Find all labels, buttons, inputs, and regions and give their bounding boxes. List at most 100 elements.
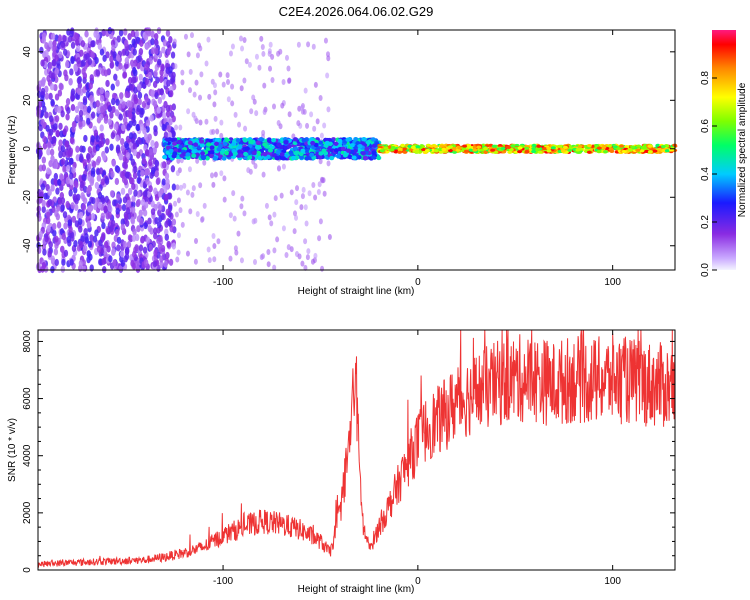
heatmap-cell xyxy=(156,106,161,114)
heatmap-cell xyxy=(96,155,102,164)
x-tick-label: -100 xyxy=(213,576,233,587)
heatmap-cell xyxy=(115,207,120,215)
heatmap-cell xyxy=(100,212,106,220)
heatmap-cell xyxy=(62,128,67,136)
heatmap-cell xyxy=(60,40,66,49)
heatmap-cell xyxy=(56,221,62,229)
heatmap-cell xyxy=(44,235,49,243)
heatmap-cell xyxy=(138,48,144,56)
heatmap-cell xyxy=(281,78,286,85)
heatmap-cell xyxy=(188,87,193,94)
heatmap-cell xyxy=(68,78,73,86)
heatmap-cell xyxy=(220,148,226,153)
heatmap-cell xyxy=(46,217,51,225)
heatmap-cell xyxy=(107,211,112,219)
heatmap-cell xyxy=(441,147,447,151)
heatmap-cell xyxy=(132,119,137,127)
heatmap-cell xyxy=(40,265,45,273)
heatmap-cell xyxy=(508,147,514,152)
heatmap-cell xyxy=(353,136,359,142)
heatmap-cell xyxy=(113,122,119,131)
spectrogram-x-label: Height of straight line (km) xyxy=(298,286,415,297)
snr-panel: 0 2000 4000 6000 8000 -100 0 100 Height of str… xyxy=(7,329,676,595)
heatmap-cell xyxy=(78,225,83,233)
heatmap-cell xyxy=(357,144,363,149)
heatmap-cell xyxy=(228,151,234,157)
heatmap-cell xyxy=(44,111,49,119)
heatmap-cell xyxy=(173,200,178,207)
heatmap-cell xyxy=(82,108,87,116)
heatmap-cell xyxy=(517,146,523,150)
heatmap-cell xyxy=(510,144,516,148)
heatmap-cell xyxy=(300,260,305,267)
heatmap-cell xyxy=(89,94,94,103)
heatmap-cell xyxy=(176,232,181,239)
heatmap-cell xyxy=(313,194,318,201)
heatmap-cell xyxy=(660,145,666,149)
heatmap-cell xyxy=(78,109,84,118)
heatmap-cell xyxy=(311,43,316,50)
heatmap-cell xyxy=(116,193,121,201)
heatmap-cell xyxy=(67,149,72,157)
heatmap-cell xyxy=(46,148,51,156)
heatmap-cell xyxy=(269,220,274,227)
heatmap-cell xyxy=(231,141,237,147)
heatmap-cell xyxy=(159,261,164,269)
heatmap-cell xyxy=(71,166,76,174)
heatmap-cell xyxy=(216,147,222,152)
heatmap-cell xyxy=(167,131,173,140)
heatmap-cell xyxy=(383,146,389,150)
heatmap-cell xyxy=(138,209,143,217)
y-tick-label: 0 xyxy=(22,146,33,152)
heatmap-cell xyxy=(61,232,66,241)
heatmap-cell xyxy=(280,102,285,109)
heatmap-cell xyxy=(49,83,55,91)
heatmap-cell xyxy=(295,185,300,192)
heatmap-cell xyxy=(63,222,68,230)
heatmap-cell xyxy=(231,190,236,197)
heatmap-cell xyxy=(60,245,65,253)
heatmap-cell xyxy=(96,174,102,182)
heatmap-cell xyxy=(58,51,63,59)
heatmap-cell xyxy=(171,183,177,191)
colorbar-tick-label: 0.4 xyxy=(700,167,711,181)
heatmap-cell xyxy=(215,128,220,135)
heatmap-cell xyxy=(161,46,166,54)
heatmap-cell xyxy=(176,157,181,164)
heatmap-cell xyxy=(49,115,54,123)
heatmap-cell xyxy=(115,98,120,106)
heatmap-cell xyxy=(261,50,266,57)
heatmap-cell xyxy=(110,170,115,179)
heatmap-cell xyxy=(40,87,46,95)
heatmap-cell xyxy=(133,97,139,105)
heatmap-cell xyxy=(119,92,124,100)
heatmap-cell xyxy=(123,161,128,169)
heatmap-cell xyxy=(493,150,499,154)
heatmap-cell xyxy=(212,256,217,263)
heatmap-cell xyxy=(146,190,152,198)
heatmap-cell xyxy=(165,178,170,186)
heatmap-cell xyxy=(242,138,248,143)
heatmap-cell xyxy=(94,229,99,237)
heatmap-cell xyxy=(164,172,170,180)
heatmap-cell xyxy=(612,145,618,149)
heatmap-cell xyxy=(178,124,183,131)
heatmap-cell xyxy=(297,253,302,260)
heatmap-cell xyxy=(371,150,377,155)
heatmap-cell xyxy=(242,37,247,44)
heatmap-cell xyxy=(171,130,176,138)
heatmap-cell xyxy=(127,187,133,196)
heatmap-cell xyxy=(175,184,180,191)
heatmap-cell xyxy=(301,186,306,193)
heatmap-cell xyxy=(379,149,385,153)
heatmap-cell xyxy=(397,150,403,154)
heatmap-cell xyxy=(157,96,163,105)
heatmap-cell xyxy=(451,147,457,151)
heatmap-cell xyxy=(69,136,75,145)
heatmap-cell xyxy=(301,137,307,143)
heatmap-cell xyxy=(209,145,215,150)
heatmap-cell xyxy=(174,211,179,218)
heatmap-cell xyxy=(131,113,136,121)
heatmap-cell xyxy=(200,151,206,156)
heatmap-cell xyxy=(39,46,44,54)
